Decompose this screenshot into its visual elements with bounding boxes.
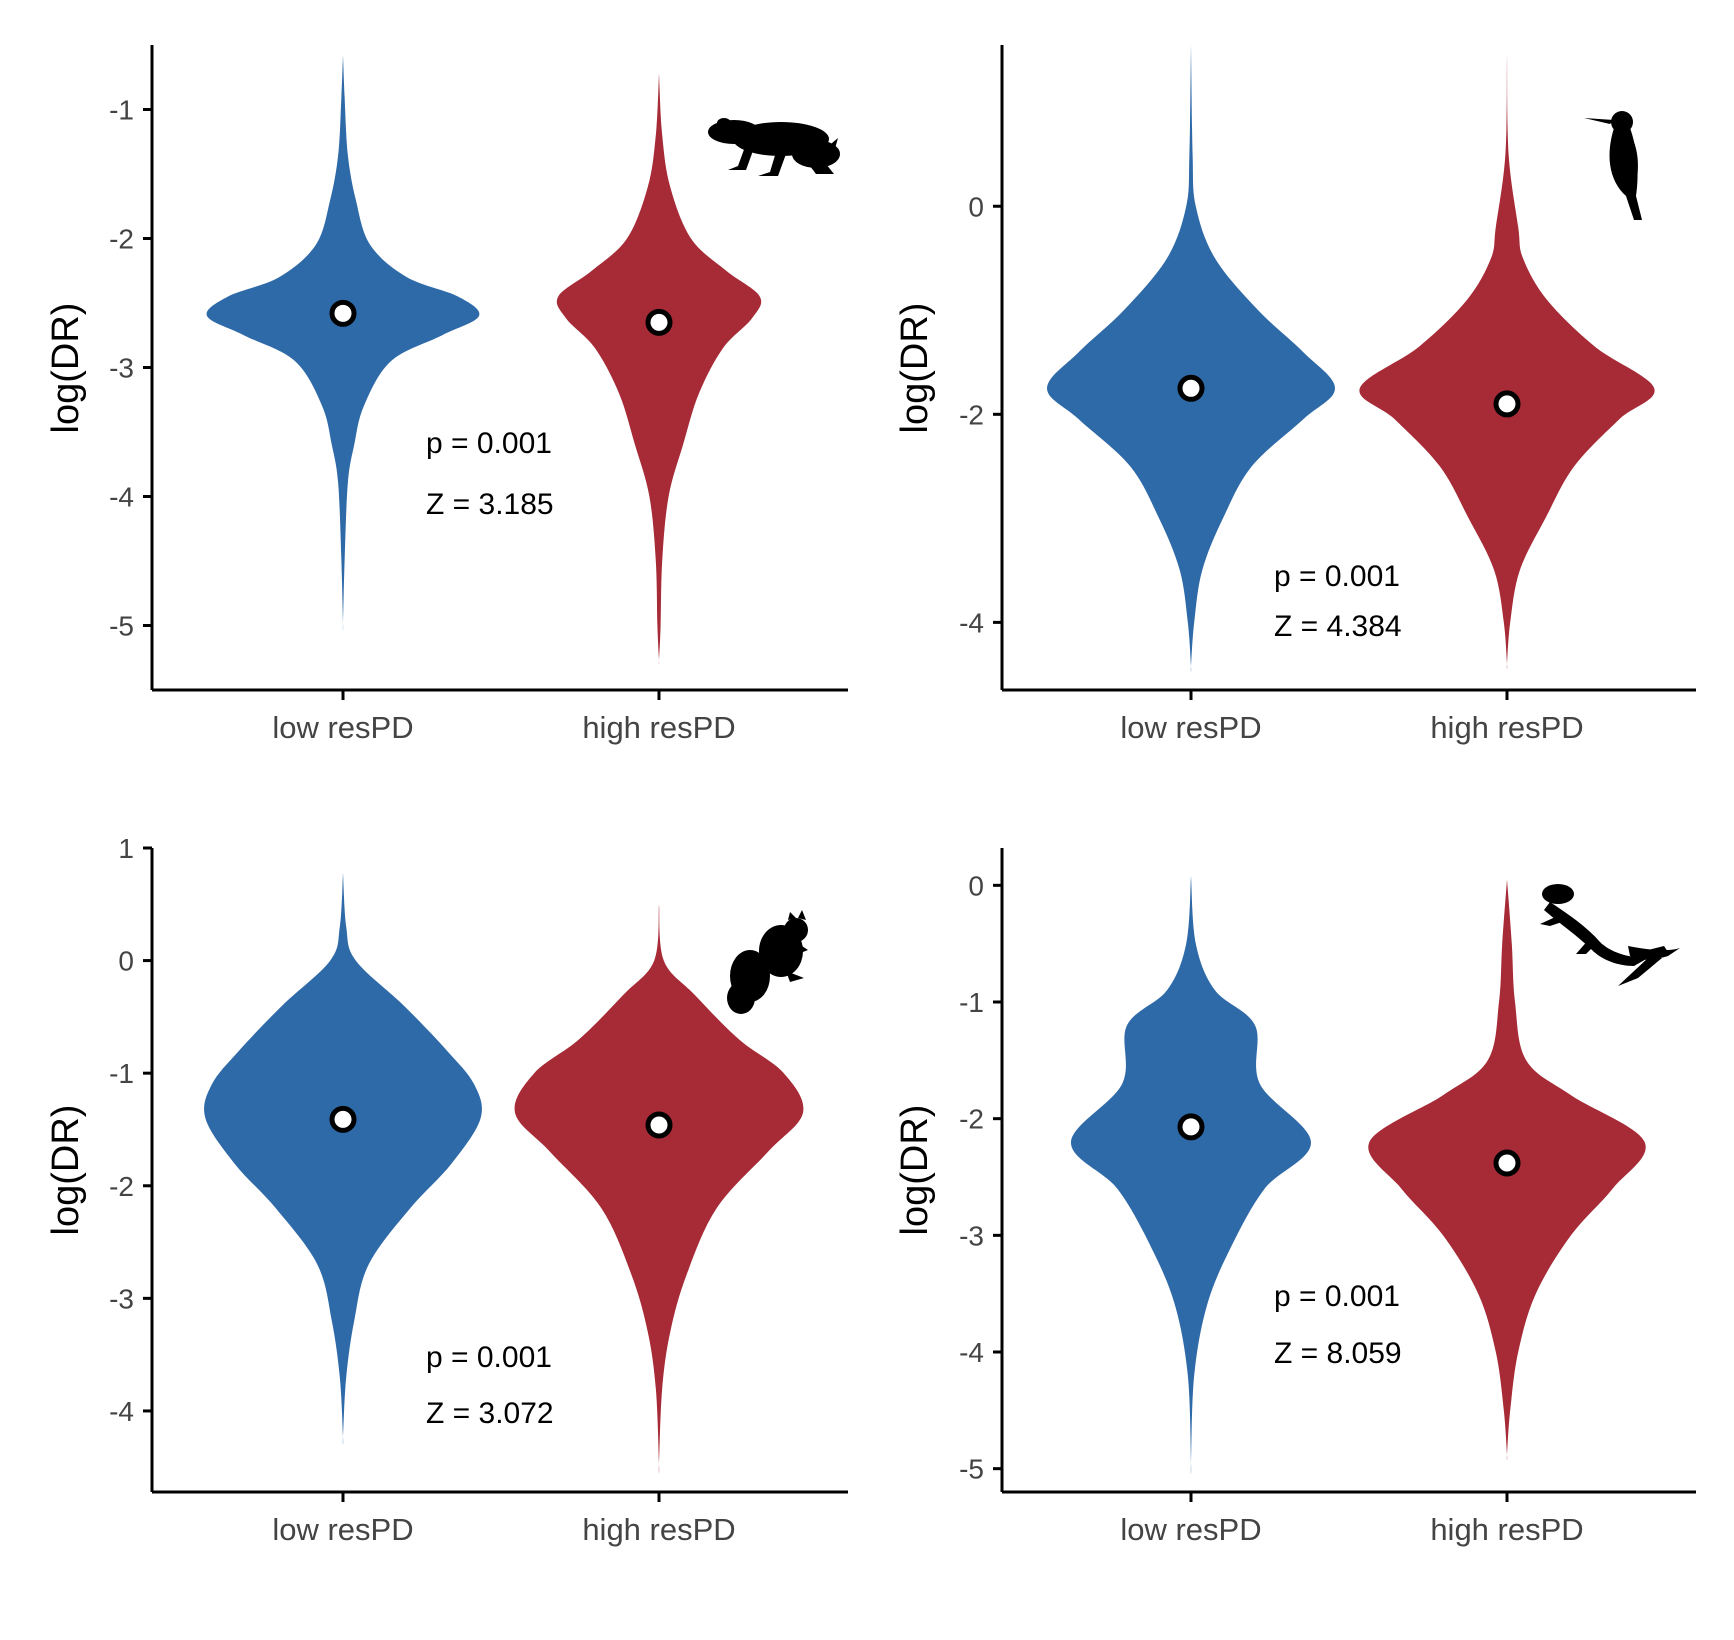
- x-tick-label-low: low resPD: [1120, 710, 1261, 745]
- z-score-annotation: Z = 8.059: [1274, 1337, 1402, 1370]
- y-tick-label: -1: [959, 987, 984, 1018]
- z-score-annotation: Z = 3.185: [426, 488, 554, 521]
- violin-low: [204, 872, 482, 1445]
- y-tick-label: -4: [109, 1396, 134, 1427]
- mean-point-low: [1177, 374, 1205, 402]
- y-tick-label: -2: [109, 224, 134, 255]
- violin-marks: [206, 55, 762, 665]
- x-tick-label-low: low resPD: [272, 1512, 413, 1547]
- mean-point-high: [1493, 390, 1521, 418]
- y-axis-title: log(DR): [894, 1105, 936, 1236]
- p-value-annotation: p = 0.001: [1274, 1280, 1400, 1313]
- y-tick-label: -5: [109, 611, 134, 642]
- y-ticks: -4 -2 0: [959, 191, 1002, 638]
- y-ticks: -5 -4 -3 -2 -1 0: [959, 870, 1002, 1485]
- z-score-annotation: Z = 3.072: [426, 1397, 554, 1430]
- violin-high: [514, 904, 804, 1474]
- x-tick-label-high: high resPD: [582, 710, 735, 745]
- y-tick-label: -4: [959, 1337, 984, 1368]
- violin-marks: [204, 872, 804, 1474]
- y-tick-label: -1: [109, 95, 134, 126]
- panel-2: -4 -2 0 low resPD high resPD log(DR) p = 0…: [894, 45, 1696, 745]
- violin-high: [556, 73, 762, 665]
- lizard-icon: [1540, 884, 1680, 986]
- violin-high: [1359, 55, 1655, 670]
- mean-point-low: [329, 1105, 357, 1133]
- y-tick-label: -4: [109, 482, 134, 513]
- panel-3: -4-3-2-101 low resPD high resPD log(DR) …: [45, 833, 848, 1547]
- y-tick-label: 0: [968, 870, 984, 901]
- x-tick-label-low: low resPD: [1120, 1512, 1261, 1547]
- mean-point-high: [645, 308, 673, 336]
- y-tick-label: -4: [959, 607, 984, 638]
- y-axis-title: log(DR): [894, 303, 936, 434]
- panel-1: -5-4-3-2-1 low resPD high resPD log(DR) …: [45, 45, 848, 745]
- y-axis-title: log(DR): [45, 1105, 87, 1236]
- y-tick-label: -3: [109, 1283, 134, 1314]
- hummingbird-icon: [1584, 111, 1642, 220]
- violin-low: [1047, 45, 1335, 672]
- frog-icon: [708, 118, 840, 176]
- mean-point-high: [1493, 1149, 1521, 1177]
- mean-point-low: [1177, 1113, 1205, 1141]
- y-tick-label: 0: [118, 946, 134, 977]
- y-tick-label: -2: [959, 1104, 984, 1135]
- x-tick-label-high: high resPD: [1430, 1512, 1583, 1547]
- violin-marks: [1070, 876, 1646, 1474]
- mean-point-low: [329, 299, 357, 327]
- x-tick-label-low: low resPD: [272, 710, 413, 745]
- y-ticks: -5 -4 -3 -2 -1: [109, 95, 152, 642]
- violin-low: [206, 55, 480, 631]
- x-tick-label-high: high resPD: [1430, 710, 1583, 745]
- p-value-annotation: p = 0.001: [1274, 560, 1400, 593]
- x-tick-label-high: high resPD: [582, 1512, 735, 1547]
- squirrel-icon: [727, 910, 808, 1014]
- p-value-annotation: p = 0.001: [426, 1341, 552, 1374]
- y-tick-label: -1: [109, 1058, 134, 1089]
- violin-low: [1070, 876, 1312, 1474]
- z-score-annotation: Z = 4.384: [1274, 610, 1402, 643]
- y-tick-label: -3: [959, 1220, 984, 1251]
- y-tick-label: -3: [109, 353, 134, 384]
- y-tick-label: 0: [968, 191, 984, 222]
- y-tick-label: -2: [109, 1171, 134, 1202]
- y-axis-title: log(DR): [45, 303, 87, 434]
- y-tick-label: 1: [118, 833, 134, 864]
- panel-4: -5 -4 -3 -2 -1 0 low resPD high resPD log(DR)…: [894, 848, 1696, 1547]
- y-ticks: -4 -3 -2 -1 0 1: [109, 833, 152, 1427]
- p-value-annotation: p = 0.001: [426, 427, 552, 460]
- violin-marks: [1047, 45, 1655, 672]
- mean-point-high: [645, 1111, 673, 1139]
- y-tick-label: -5: [959, 1454, 984, 1485]
- y-tick-label: -2: [959, 399, 984, 430]
